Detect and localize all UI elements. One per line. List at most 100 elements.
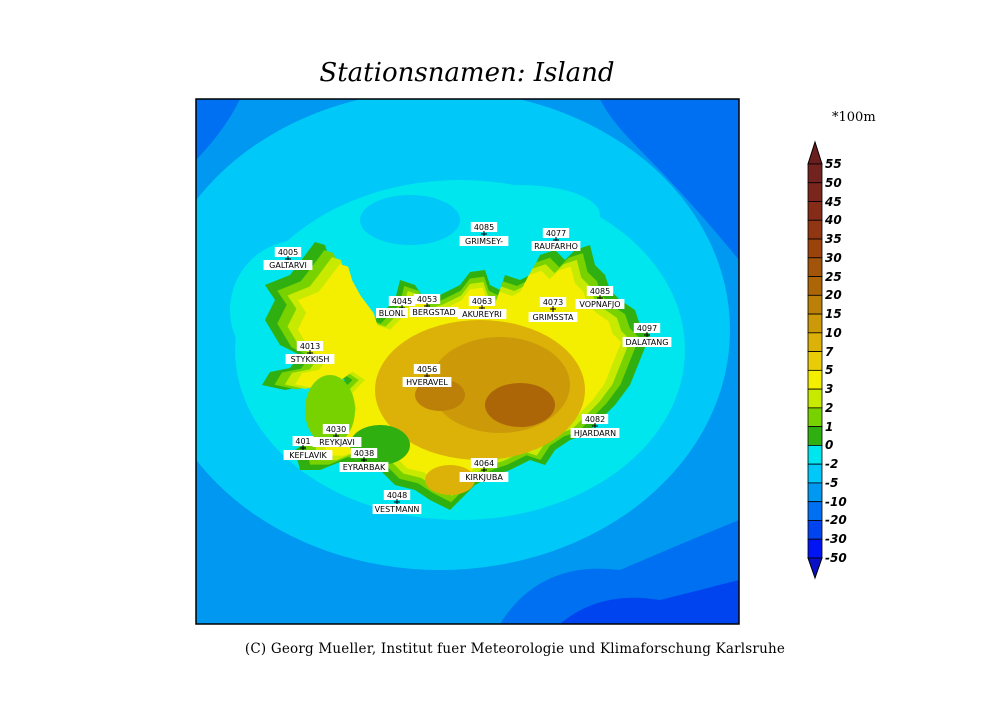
station-id: 4045	[392, 297, 412, 306]
station-id-background	[383, 490, 411, 500]
colorbar-band	[807, 426, 823, 446]
colorbar-tick-label: -30	[825, 532, 847, 547]
colorbar-band	[807, 238, 823, 259]
colorbar-tick-label: 40	[825, 213, 842, 228]
colorbar-band	[807, 369, 823, 390]
station-cross-icon	[550, 306, 556, 312]
station-marker: 4056 HVERAVEL	[402, 364, 452, 387]
station-id-background	[633, 323, 661, 333]
colorbar-band	[807, 332, 823, 352]
station-id: 4056	[417, 365, 437, 374]
station-id: 4063	[472, 297, 492, 306]
colorbar-band	[807, 482, 823, 503]
station-id-background	[388, 296, 416, 306]
colorbar-tick-label: -50	[825, 550, 847, 565]
station-marker: 4045 BLONL	[376, 296, 416, 318]
station-name-background	[570, 428, 620, 438]
station-marker: 4048 VESTMANN	[372, 490, 422, 514]
colorbar-band	[807, 257, 823, 277]
station-id: 4077	[546, 229, 566, 238]
station-id: 4013	[300, 342, 320, 351]
colorbar-band	[807, 538, 823, 559]
colorbar-tick-label: 30	[825, 250, 842, 265]
colorbar-tick-label: 5	[825, 363, 834, 378]
station-id-background	[539, 297, 567, 307]
colorbar	[807, 140, 823, 580]
station-marker: 4085 GRIMSEY-	[459, 222, 509, 246]
station-name-background	[622, 337, 672, 347]
station-id: 4085	[590, 287, 610, 296]
station-name: VOPNAFJO	[579, 300, 620, 309]
station-name-background	[339, 462, 389, 472]
station-id: 401	[295, 437, 310, 446]
colorbar-tick-label: 45	[825, 194, 842, 209]
station-name-background	[376, 308, 408, 318]
station-marker: 4063 AKUREYRI	[457, 296, 507, 319]
map-frame	[195, 98, 740, 625]
colorbar-tick-label: -20	[825, 513, 847, 528]
colorbar-tick-label: 10	[825, 325, 842, 340]
colorbar-band	[807, 219, 823, 240]
colorbar-tick-label: -5	[825, 475, 839, 490]
station-id-background	[292, 436, 314, 446]
colorbar-band	[807, 444, 823, 465]
colorbar-tick-label: 7	[825, 344, 834, 359]
station-id-background	[586, 286, 614, 296]
station-name-background	[283, 450, 333, 460]
station-name-background	[402, 377, 452, 387]
station-marker: 4077 RAUFARHO	[531, 228, 581, 251]
colorbar-tick-label: 0	[825, 438, 834, 453]
map-area	[196, 99, 739, 624]
station-name: DALATANG	[626, 338, 669, 347]
station-marker: 4073 GRIMSSTA	[528, 297, 578, 322]
colorbar-tick-label: 3	[825, 382, 834, 397]
colorbar-tick-label: 25	[825, 269, 842, 284]
station-name: KIRKJUBA	[465, 473, 503, 482]
station-layer: 4005 GALTARVI 4085 GRIMSEY- 4077 RAUFARHO 4045…	[263, 222, 672, 514]
station-name: EYRARBAK	[343, 463, 386, 472]
colorbar-tick-label: 15	[825, 307, 842, 322]
station-id: 4073	[543, 298, 563, 307]
station-id: 4048	[387, 491, 407, 500]
station-id-background	[470, 222, 498, 232]
colorbar-band	[807, 407, 823, 428]
station-marker: 4030 REYKJAVI	[312, 424, 362, 447]
station-name: RAUFARHO	[534, 242, 578, 251]
colorbar-tick-label: 50	[825, 175, 842, 190]
station-name-background	[409, 307, 459, 317]
colorbar-band	[807, 182, 823, 202]
station-name: GRIMSSTA	[533, 313, 574, 322]
colorbar-top-arrow	[807, 140, 823, 165]
station-id-background	[413, 364, 441, 374]
station-name: REYKJAVI	[319, 438, 355, 447]
colorbar-band	[807, 294, 823, 315]
station-id: 4038	[354, 449, 374, 458]
station-id-background	[322, 424, 350, 434]
colorbar-band	[807, 351, 823, 371]
station-id: 4030	[326, 425, 346, 434]
map-title: Stationsnamen: Island	[319, 58, 615, 88]
station-id: 4005	[278, 248, 298, 257]
station-id-background	[413, 294, 441, 304]
station-name: BLONL	[379, 309, 406, 318]
station-name: HJARDARN	[574, 429, 616, 438]
copyright-footer: (C) Georg Mueller, Institut fuer Meteoro…	[244, 641, 786, 657]
station-name-background	[528, 312, 578, 322]
colorbar-band	[807, 163, 823, 184]
colorbar-tick-label: -2	[825, 457, 839, 472]
station-id: 4053	[417, 295, 437, 304]
station-name: BERGSTAD	[412, 308, 455, 317]
colorbar-band	[807, 520, 823, 540]
colorbar-unit-label: *100m	[832, 110, 876, 125]
station-marker: 4082 HJARDARN	[570, 414, 620, 438]
station-marker: 4064 KIRKJUBA	[459, 458, 509, 482]
station-marker: 4005 GALTARVI	[263, 247, 313, 270]
station-name: HVERAVEL	[406, 378, 448, 387]
station-name: GRIMSEY-	[465, 237, 503, 246]
colorbar-band	[807, 463, 823, 484]
colorbar-tick-label: 55	[825, 157, 842, 171]
colorbar-band	[807, 201, 823, 221]
colorbar-band	[807, 276, 823, 296]
station-name-background	[459, 472, 509, 482]
